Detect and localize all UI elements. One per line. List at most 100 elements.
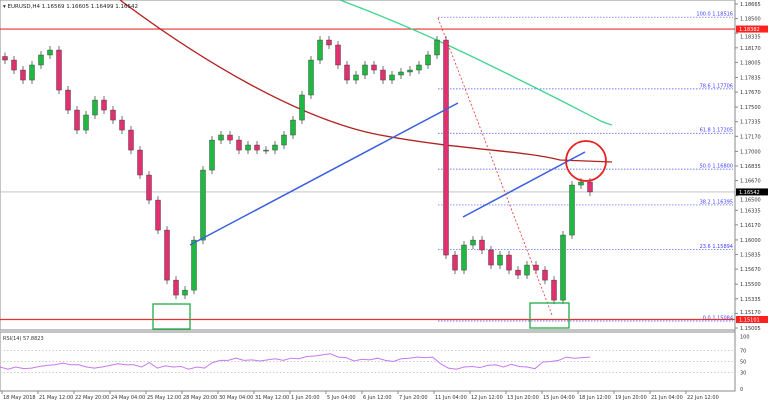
y-tick-label: 1.17335 — [740, 120, 761, 126]
candle — [497, 251, 503, 270]
y-tick-label: 1.17000 — [740, 149, 761, 155]
candle-body — [137, 149, 143, 176]
y-tick-label: 1.16835 — [740, 164, 761, 170]
candle-body — [83, 114, 89, 131]
candle — [173, 276, 179, 300]
rsi-level-label: 70 — [740, 349, 746, 355]
candle-body — [74, 109, 80, 131]
rsi-level-label: 30 — [740, 371, 746, 377]
trendline-channel[interactable] — [462, 151, 586, 218]
candle-body — [245, 144, 251, 151]
candle-body — [110, 109, 116, 121]
candle-body — [227, 134, 233, 141]
candle — [308, 56, 314, 100]
fibonacci-anchor-line[interactable] — [437, 17, 553, 316]
candle — [209, 136, 215, 175]
candle-body — [533, 264, 539, 271]
candle-body — [407, 69, 413, 73]
y-tick-label: 1.16000 — [740, 238, 761, 244]
candle-body — [569, 184, 575, 236]
candles — [2, 36, 593, 305]
candle-body — [128, 129, 134, 151]
time-axis[interactable]: 18 May 2018 21 May 12:00 22 May 20:00 24 Ma… — [1, 391, 719, 401]
rsi-label: RSI(14) 57.8823 — [3, 336, 44, 342]
fast-moving-average — [339, 0, 613, 126]
fib-level-label: 78.6 1.17706 — [700, 83, 733, 89]
low-box-1 — [152, 303, 191, 330]
candle-body — [578, 181, 584, 186]
fib-level-label: 50.0 1.16800 — [700, 164, 733, 170]
candle — [236, 136, 242, 155]
candle-body — [335, 44, 341, 66]
rsi-indicator: 100 70 50 30 0 — [0, 335, 750, 393]
y-tick-label: 1.17835 — [740, 75, 761, 81]
candle — [128, 126, 134, 155]
candle — [371, 60, 377, 75]
price-tag-label: 1.15101 — [739, 318, 760, 324]
y-tick-label: 1.15170 — [740, 310, 761, 316]
candle-body — [416, 64, 422, 71]
price-tag — [736, 188, 768, 196]
candle-body — [119, 119, 125, 131]
candle-body — [308, 59, 314, 96]
fib-level-label: 100.0 1.18516 — [696, 12, 733, 18]
candle-body — [56, 49, 62, 91]
candle-body — [2, 56, 8, 61]
candle-body — [209, 139, 215, 171]
x-tick-label: 15 Jun 04:00 — [543, 395, 575, 401]
rsi-level-label: 50 — [740, 360, 746, 366]
candle-body — [587, 181, 593, 193]
candle — [461, 241, 467, 275]
candle — [200, 166, 206, 245]
candle — [335, 40, 341, 69]
x-tick-label: 31 May 12:00 — [255, 395, 289, 401]
x-tick-label: 22 Jun 12:00 — [687, 395, 719, 401]
candle — [155, 196, 161, 235]
low-box-2 — [529, 302, 570, 329]
candle — [119, 116, 125, 135]
candle-body — [434, 39, 440, 56]
candle-body — [551, 279, 557, 301]
candle-body — [29, 64, 35, 81]
candle-body — [470, 239, 476, 246]
y-tick-label: 1.17670 — [740, 90, 761, 96]
candle-body — [389, 74, 395, 81]
candle — [344, 60, 350, 85]
symbol-header: ▾ EURUSD,H4 1.16569 1.16605 1.16499 1.16… — [3, 4, 138, 10]
y-tick-label: 1.18005 — [740, 60, 761, 66]
candle-body — [173, 279, 179, 296]
price-axis[interactable]: 1.18665 1.18500 1.18335 1.18170 1.18005 1.178… — [734, 0, 768, 391]
resistance-circle — [565, 140, 607, 182]
y-tick-label: 1.16500 — [740, 197, 761, 203]
candle-body — [299, 94, 305, 121]
candle — [362, 60, 368, 79]
candle — [506, 251, 512, 275]
y-tick-label: 1.16670 — [740, 179, 761, 185]
candle-body — [317, 39, 323, 61]
candle — [110, 106, 116, 125]
candle — [74, 106, 80, 135]
candle-body — [371, 64, 377, 71]
candle — [272, 141, 278, 155]
x-tick-label: 30 May 04:00 — [219, 395, 253, 401]
candle-body — [236, 139, 242, 151]
candle — [245, 141, 251, 155]
candle — [47, 46, 53, 59]
candle-body — [290, 119, 296, 136]
rsi-level-label: 0 — [740, 387, 743, 393]
candle — [551, 276, 557, 305]
candle — [20, 66, 26, 85]
candle — [569, 181, 575, 240]
trendline-support[interactable] — [189, 102, 459, 246]
candle — [533, 261, 539, 275]
candle-body — [326, 39, 332, 46]
candle — [326, 36, 332, 49]
x-tick-label: 12 Jun 12:00 — [471, 395, 503, 401]
price-tag-label: 1.16542 — [739, 190, 760, 196]
y-tick-label: 1.18500 — [740, 17, 761, 23]
candle — [542, 266, 548, 285]
candle — [65, 86, 71, 115]
main-pane — [0, 0, 736, 331]
collapse-icon: ▾ — [3, 4, 8, 10]
